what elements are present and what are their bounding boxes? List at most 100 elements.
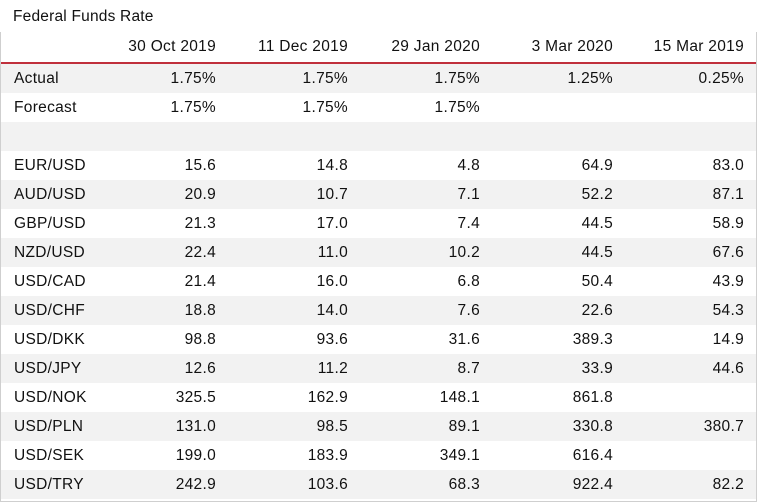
table-cell: 68.3: [448, 475, 480, 493]
table-cell: 11.2: [317, 359, 348, 377]
table-cell: 183.9: [307, 446, 348, 464]
row-label: USD/CAD: [14, 272, 86, 290]
table-cell: 43.9: [712, 272, 744, 290]
table-row: USD/SEK 199.0 183.9 349.1 616.4: [1, 441, 756, 470]
table-cell: 22.6: [581, 301, 613, 319]
table-cell: 83.0: [712, 156, 744, 174]
table-cell: 93.6: [316, 330, 348, 348]
table-cell: 10.2: [448, 243, 480, 261]
row-label: USD/PLN: [14, 417, 84, 435]
table-cell: 21.3: [184, 214, 216, 232]
table-row: USD/NOK 325.5 162.9 148.1 861.8: [1, 383, 756, 412]
table-cell: 64.9: [581, 156, 613, 174]
row-label: USD/NOK: [14, 388, 87, 406]
table-cell: 4.8: [457, 156, 480, 174]
row-label: Actual: [14, 69, 59, 87]
table-cell: 1.75%: [170, 98, 216, 116]
header-cell-date: 11 Dec 2019: [257, 38, 348, 55]
table-header-row: 30 Oct 2019 11 Dec 2019 29 Jan 2020 3 Ma…: [1, 32, 756, 64]
table-cell: 67.6: [712, 243, 744, 261]
table-row: USD/CHF 18.8 14.0 7.6 22.6 54.3: [1, 296, 756, 325]
row-label: USD/JPY: [14, 359, 82, 377]
table-cell: 14.9: [712, 330, 744, 348]
table-cell: 1.75%: [434, 69, 480, 87]
table-cell: 54.3: [712, 301, 744, 319]
row-label: USD/CHF: [14, 301, 85, 319]
table-cell: 87.1: [712, 185, 744, 203]
table-cell: 1.75%: [302, 98, 348, 116]
table-cell: 98.5: [316, 417, 348, 435]
row-label: USD/TRY: [14, 475, 84, 493]
table-cell: 6.8: [457, 272, 480, 290]
table-row: USD/JPY 12.6 11.2 8.7 33.9 44.6: [1, 354, 756, 383]
table-cell: 14.0: [316, 301, 348, 319]
table-row: GBP/USD 21.3 17.0 7.4 44.5 58.9: [1, 209, 756, 238]
table-cell: 20.9: [184, 185, 216, 203]
header-cell-date: 30 Oct 2019: [128, 38, 216, 55]
table-cell: 616.4: [572, 446, 613, 464]
table-cell: 162.9: [307, 388, 348, 406]
table-cell: 349.1: [439, 446, 480, 464]
table-cell: 44.5: [581, 214, 613, 232]
row-label: AUD/USD: [14, 185, 86, 203]
header-cell-date: 3 Mar 2020: [531, 38, 613, 55]
table-cell: 7.6: [457, 301, 480, 319]
table-cell: 325.5: [175, 388, 216, 406]
table-cell: 44.6: [712, 359, 744, 377]
table-cell: 58.9: [712, 214, 744, 232]
table-cell: 103.6: [307, 475, 348, 493]
table-cell: 52.2: [581, 185, 613, 203]
table-cell: 330.8: [572, 417, 613, 435]
table-cell: 10.7: [316, 185, 348, 203]
table-cell: 922.4: [572, 475, 613, 493]
table-cell: 89.1: [448, 417, 480, 435]
table-row: AUD/USD 20.9 10.7 7.1 52.2 87.1: [1, 180, 756, 209]
table-row-actual: Actual 1.75% 1.75% 1.75% 1.25% 0.25%: [1, 64, 756, 93]
table-cell: 15.6: [184, 156, 216, 174]
table-cell: 21.4: [184, 272, 216, 290]
row-label: GBP/USD: [14, 214, 86, 232]
table-cell: 148.1: [439, 388, 480, 406]
row-label: Forecast: [14, 98, 77, 116]
table-cell: 12.6: [184, 359, 216, 377]
rates-table: 30 Oct 2019 11 Dec 2019 29 Jan 2020 3 Ma…: [0, 32, 757, 502]
table-row: USD/CAD 21.4 16.0 6.8 50.4 43.9: [1, 267, 756, 296]
table-cell: 380.7: [703, 417, 744, 435]
row-label: EUR/USD: [14, 156, 86, 174]
table-row: EUR/USD 15.6 14.8 4.8 64.9 83.0: [1, 151, 756, 180]
table-cell: 7.4: [457, 214, 480, 232]
row-label: NZD/USD: [14, 243, 85, 261]
table-cell: 8.7: [457, 359, 480, 377]
table-cell: 1.75%: [170, 69, 216, 87]
table-spacer-row: [1, 122, 756, 151]
table-cell: 17.0: [316, 214, 348, 232]
table-cell: 14.8: [316, 156, 348, 174]
table-cell: 861.8: [572, 388, 613, 406]
table-row: NZD/USD 22.4 11.0 10.2 44.5 67.6: [1, 238, 756, 267]
table-cell: 7.1: [457, 185, 480, 203]
table-cell: 82.2: [712, 475, 744, 493]
table-cell: 98.8: [184, 330, 216, 348]
table-row: USD/PLN 131.0 98.5 89.1 330.8 380.7: [1, 412, 756, 441]
table-cell: 242.9: [175, 475, 216, 493]
table-title: Federal Funds Rate: [13, 8, 154, 25]
table-cell: 44.5: [581, 243, 613, 261]
table-cell: 16.0: [316, 272, 348, 290]
table-cell: 33.9: [581, 359, 613, 377]
row-label: USD/DKK: [14, 330, 86, 348]
table-cell: 50.4: [581, 272, 613, 290]
table-cell: 389.3: [572, 330, 613, 348]
table-cell: 1.75%: [434, 98, 480, 116]
row-label: USD/SEK: [14, 446, 85, 464]
header-cell-date: 15 Mar 2019: [653, 38, 744, 55]
header-cell-date: 29 Jan 2020: [391, 38, 480, 55]
table-cell: 1.25%: [567, 69, 613, 87]
table-cell: 1.75%: [302, 69, 348, 87]
table-cell: 31.6: [448, 330, 480, 348]
table-row: USD/TRY 242.9 103.6 68.3 922.4 82.2: [1, 470, 756, 499]
table-cell: 199.0: [175, 446, 216, 464]
table-row-forecast: Forecast 1.75% 1.75% 1.75%: [1, 93, 756, 122]
table-cell: 22.4: [184, 243, 216, 261]
table-cell: 131.0: [175, 417, 216, 435]
